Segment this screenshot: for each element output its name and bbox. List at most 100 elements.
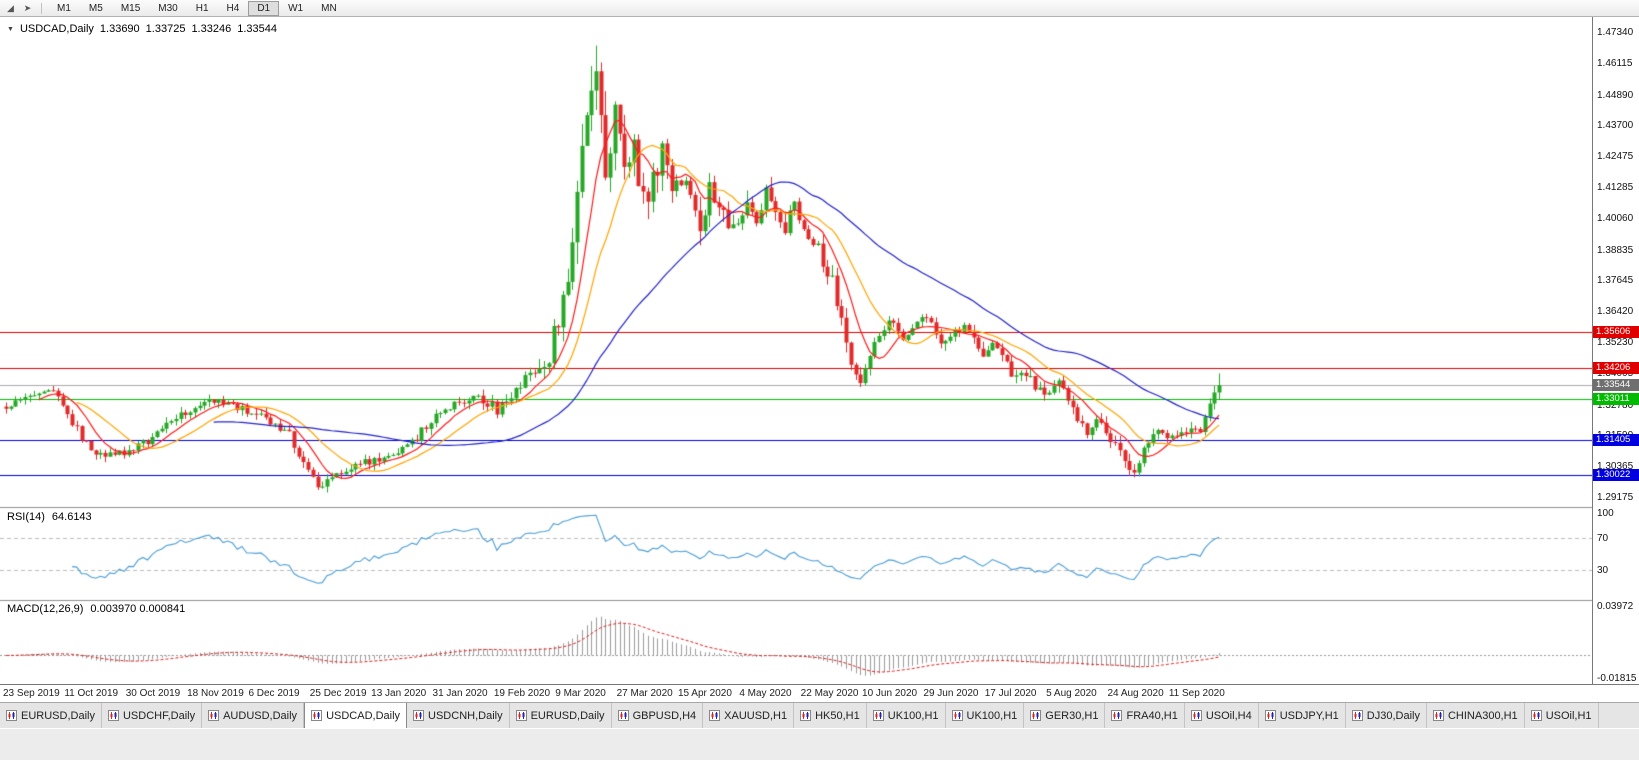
chart-tab-china300-h1[interactable]: CHINA300,H1: [1426, 703, 1525, 728]
price-scale-tick: 1.46115: [1597, 58, 1633, 70]
macd-scale-label: -0.01815: [1597, 673, 1637, 684]
date-axis-label: 13 Jan 2020: [371, 688, 427, 699]
chart-tab-usoil-h4[interactable]: USOil,H4: [1184, 703, 1259, 728]
timeframe-h4-button[interactable]: H4: [226, 2, 240, 14]
date-axis-label: 19 Feb 2020: [493, 688, 551, 699]
chart-tab-label: UK100,H1: [887, 709, 939, 722]
chart-tab-label: USDCNH,Daily: [428, 709, 503, 722]
chart-tab-dj30-daily[interactable]: DJ30,Daily: [1345, 703, 1427, 728]
date-axis-label: 31 Jan 2020: [432, 688, 488, 699]
chart-tab-label: EURUSD,Daily: [21, 709, 95, 722]
chart-tab-eurusd-daily[interactable]: EURUSD,Daily: [509, 703, 612, 728]
chart-mode-icon[interactable]: ◢: [7, 2, 14, 13]
timeframe-m15-button[interactable]: M15: [120, 2, 141, 14]
price-scale-tick: 1.36420: [1597, 306, 1634, 318]
time-scale[interactable]: 23 Sep 2019 11 Oct 2019 30 Oct 2019 18 Nov …: [0, 684, 1639, 702]
chart-tab-label: CHINA300,H1: [1447, 709, 1518, 722]
timeframe-d1-button[interactable]: D1: [248, 0, 280, 16]
rsi-scale-label: 100: [1597, 508, 1614, 519]
chart-tab-label: HK50,H1: [815, 709, 860, 722]
date-axis-label: 22 May 2020: [800, 688, 859, 699]
timeframe-buttons: M1 M5 M15 M30 H1 H4 D1 W1 MN: [48, 0, 346, 16]
chart-tab-xauusd-h1[interactable]: XAUUSD,H1: [703, 703, 795, 728]
chart-tab-eurusd-daily[interactable]: EURUSD,Daily: [0, 703, 102, 728]
chart-tab-uk100-h1[interactable]: UK100,H1: [866, 703, 946, 728]
chart-tab-label: EURUSD,Daily: [530, 709, 605, 722]
chart-tab-label: GBPUSD,H4: [632, 709, 697, 722]
rsi-scale-label: 70: [1597, 532, 1609, 544]
chart-tab-label: USDCAD,Daily: [326, 709, 401, 722]
chart-tab-label: UK100,H1: [966, 709, 1018, 722]
rsi-pane-label: RSI(14) 64.6143: [7, 511, 92, 523]
chart-tab-usdchf-daily[interactable]: USDCHF,Daily: [101, 703, 203, 728]
ohlc-high: 1.33725: [145, 23, 186, 35]
price-scale-tick: 1.42475: [1597, 151, 1634, 163]
chart-tab-icon: [617, 710, 629, 721]
chart-tab-icon: [1351, 710, 1363, 721]
chart-tab-audusd-daily[interactable]: AUDUSD,Daily: [202, 703, 305, 728]
chart-tab-icon: [872, 710, 884, 721]
price-scale-tick: 1.44890: [1597, 89, 1634, 101]
price-scale-tick: 1.30365: [1597, 461, 1634, 473]
chart-tab-icon: [1190, 710, 1202, 721]
timeframe-m5-button[interactable]: M5: [88, 2, 103, 14]
chart-tab-icon: [311, 710, 323, 721]
chart-tab-icon: [208, 710, 220, 721]
timeframe-m30-button[interactable]: M30: [158, 2, 178, 14]
chart-tab-gbpusd-h4[interactable]: GBPUSD,H4: [611, 703, 704, 728]
chart-tab-usdcnh-daily[interactable]: USDCNH,Daily: [407, 703, 510, 728]
price-scale[interactable]: 1.47340 1.46115 1.44890 1.43700 1.42475 1.412…: [1592, 17, 1639, 684]
chart-tab-uk100-h1[interactable]: UK100,H1: [945, 703, 1025, 728]
ohlc-open: 1.33690: [99, 23, 140, 35]
chart-tab-usdcad-daily[interactable]: USDCAD,Daily: [304, 703, 408, 728]
price-level-tag: 1.31405: [1593, 433, 1639, 446]
timeframe-mn-button[interactable]: MN: [321, 2, 337, 14]
macd-name: MACD(12,26,9): [7, 603, 84, 615]
date-axis-label: 4 May 2020: [739, 688, 792, 699]
date-axis-label: 11 Oct 2019: [64, 688, 119, 699]
chart-tab-icon: [800, 710, 812, 721]
price-scale-tick: 1.32780: [1597, 399, 1634, 411]
chart-tab-ger30-h1[interactable]: GER30,H1: [1024, 703, 1106, 728]
date-axis-label: 10 Jun 2020: [862, 688, 918, 699]
chart-tab-usoil-h1[interactable]: USOil,H1: [1524, 703, 1599, 728]
chart-tab-icon: [515, 710, 527, 721]
price-level-tag: 1.35606: [1593, 326, 1639, 339]
chart-tab-icon: [709, 710, 721, 721]
chart-tab-label: USOil,H4: [1205, 709, 1252, 722]
rsi-value: 64.6143: [51, 511, 92, 523]
chart-tab-icon: [1432, 710, 1444, 721]
chart-tab-usdjpy-h1[interactable]: USDJPY,H1: [1258, 703, 1346, 728]
chart-tab-hk50-h1[interactable]: HK50,H1: [794, 703, 867, 728]
chart-tab-label: DJ30,Daily: [1366, 709, 1420, 722]
macd-scale-label: 0.03972: [1597, 601, 1634, 612]
rsi-scale-label: 30: [1597, 565, 1609, 577]
chart-window: ▼ USDCAD,Daily 1.33690 1.33725 1.33246 1…: [0, 17, 1639, 702]
date-axis-label: 30 Oct 2019: [125, 688, 181, 699]
price-chart-canvas[interactable]: [0, 17, 1592, 684]
collapse-arrow-icon[interactable]: ▼: [7, 25, 14, 33]
timeframe-m1-button[interactable]: M1: [57, 2, 71, 14]
timeframe-w1-button[interactable]: W1: [288, 2, 304, 14]
date-axis-label: 9 Mar 2020: [555, 688, 606, 699]
chart-tab-icon: [107, 710, 119, 721]
chart-tab-label: FRA40,H1: [1126, 709, 1178, 722]
toolbar-separator: [41, 2, 42, 14]
price-scale-tick: 1.47340: [1597, 26, 1634, 38]
status-bar: [0, 728, 1639, 760]
chart-tab-icon: [951, 710, 963, 721]
timeframe-h1-button[interactable]: H1: [195, 2, 209, 14]
chart-tabs-bar: EURUSD,Daily USDCHF,Daily AUDUSD,Daily USDC…: [0, 702, 1639, 728]
chart-tab-fra40-h1[interactable]: FRA40,H1: [1105, 703, 1185, 728]
macd-pane-label: MACD(12,26,9) 0.003970 0.000841: [7, 603, 185, 615]
chart-tab-icon: [6, 710, 17, 721]
price-level-tag: 1.34206: [1593, 362, 1639, 375]
timeframe-toolbar: ◢ ➤ M1 M5 M15 M30 H1 H4 D1 W1 MN: [0, 0, 1639, 17]
scroll-to-end-icon[interactable]: ➤: [23, 2, 32, 13]
date-axis-label: 11 Sep 2020: [1168, 688, 1225, 699]
chart-tab-icon: [1030, 710, 1042, 721]
rsi-name: RSI(14): [7, 511, 45, 523]
ohlc-close: 1.33544: [237, 23, 277, 35]
date-axis-label: 24 Aug 2020: [1107, 688, 1164, 699]
